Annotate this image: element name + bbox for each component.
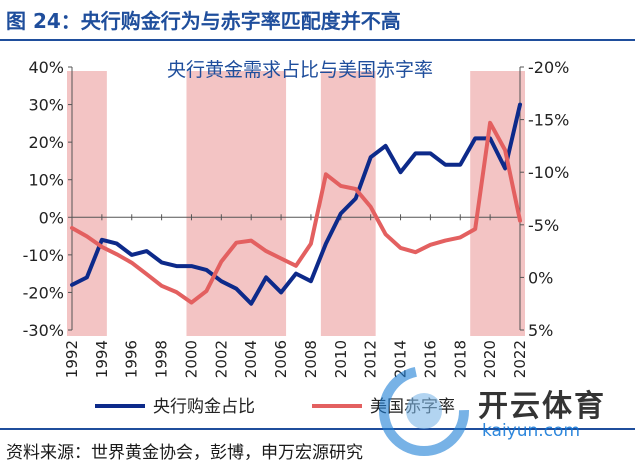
right-axis-ticks: 5% 0% -5% -10% -15% -20% (520, 58, 569, 340)
x-tick-label: 2022 (511, 340, 529, 378)
x-tick-label: 2010 (332, 340, 350, 378)
right-tick-label: 5% (528, 321, 553, 340)
footer-divider (0, 428, 635, 430)
shaded-period (67, 71, 107, 336)
left-tick-label: 30% (28, 96, 64, 115)
right-tick-label: -20% (528, 58, 569, 77)
x-tick-label: 2002 (212, 340, 230, 378)
series-lines (70, 102, 522, 306)
x-tick-label: 2014 (392, 340, 410, 378)
chart-title: 央行黄金需求占比与美国赤字率 (167, 59, 433, 81)
series-line (70, 120, 522, 305)
legend-label: 央行购金占比 (153, 397, 255, 417)
x-tick-label: 1994 (93, 340, 111, 378)
right-tick-label: -15% (528, 111, 569, 130)
left-tick-label: -30% (23, 321, 64, 340)
right-tick-label: -5% (528, 216, 559, 235)
x-tick-label: 2012 (362, 340, 380, 378)
legend: 央行购金占比 美国赤字率 (95, 397, 455, 417)
left-tick-label: 40% (28, 58, 64, 77)
figure-header: 图 24：央行购金行为与赤字率匹配度并不高 (0, 0, 635, 42)
left-tick-label: -10% (23, 246, 64, 265)
x-tick-label: 2016 (421, 340, 439, 378)
figure-footer: 资料来源：世界黄金协会，彭博，申万宏源研究 (0, 428, 635, 469)
x-tick-label: 2020 (481, 340, 499, 378)
x-tick-label: 2006 (272, 340, 290, 378)
x-tick-label: 1992 (63, 340, 81, 378)
figure-title: 图 24：央行购金行为与赤字率匹配度并不高 (6, 9, 401, 33)
x-tick-label: 2000 (182, 340, 200, 378)
chart: -30% -20% -10% 0% 10% 20% 30% 40% 5% 0% -5% -10% -1… (23, 58, 570, 417)
source-note: 资料来源：世界黄金协会，彭博，申万宏源研究 (6, 443, 363, 463)
x-tick-label: 2018 (451, 340, 469, 378)
left-tick-label: 0% (39, 208, 64, 227)
left-tick-label: 10% (28, 171, 64, 190)
x-tick-label: 2008 (302, 340, 320, 378)
x-tick-label: 1996 (123, 340, 141, 378)
left-tick-label: 20% (28, 133, 64, 152)
left-axis-ticks: -30% -20% -10% 0% 10% 20% 30% 40% (23, 58, 72, 340)
right-tick-label: -10% (528, 163, 569, 182)
legend-label: 美国赤字率 (370, 397, 455, 417)
x-tick-label: 1998 (153, 340, 171, 378)
header-divider (0, 39, 635, 41)
axes (71, 67, 521, 330)
left-tick-label: -20% (23, 283, 64, 302)
right-tick-label: 0% (528, 268, 553, 287)
series-line (70, 102, 522, 306)
x-tick-label: 2004 (242, 340, 260, 378)
shaded-periods (67, 71, 525, 336)
